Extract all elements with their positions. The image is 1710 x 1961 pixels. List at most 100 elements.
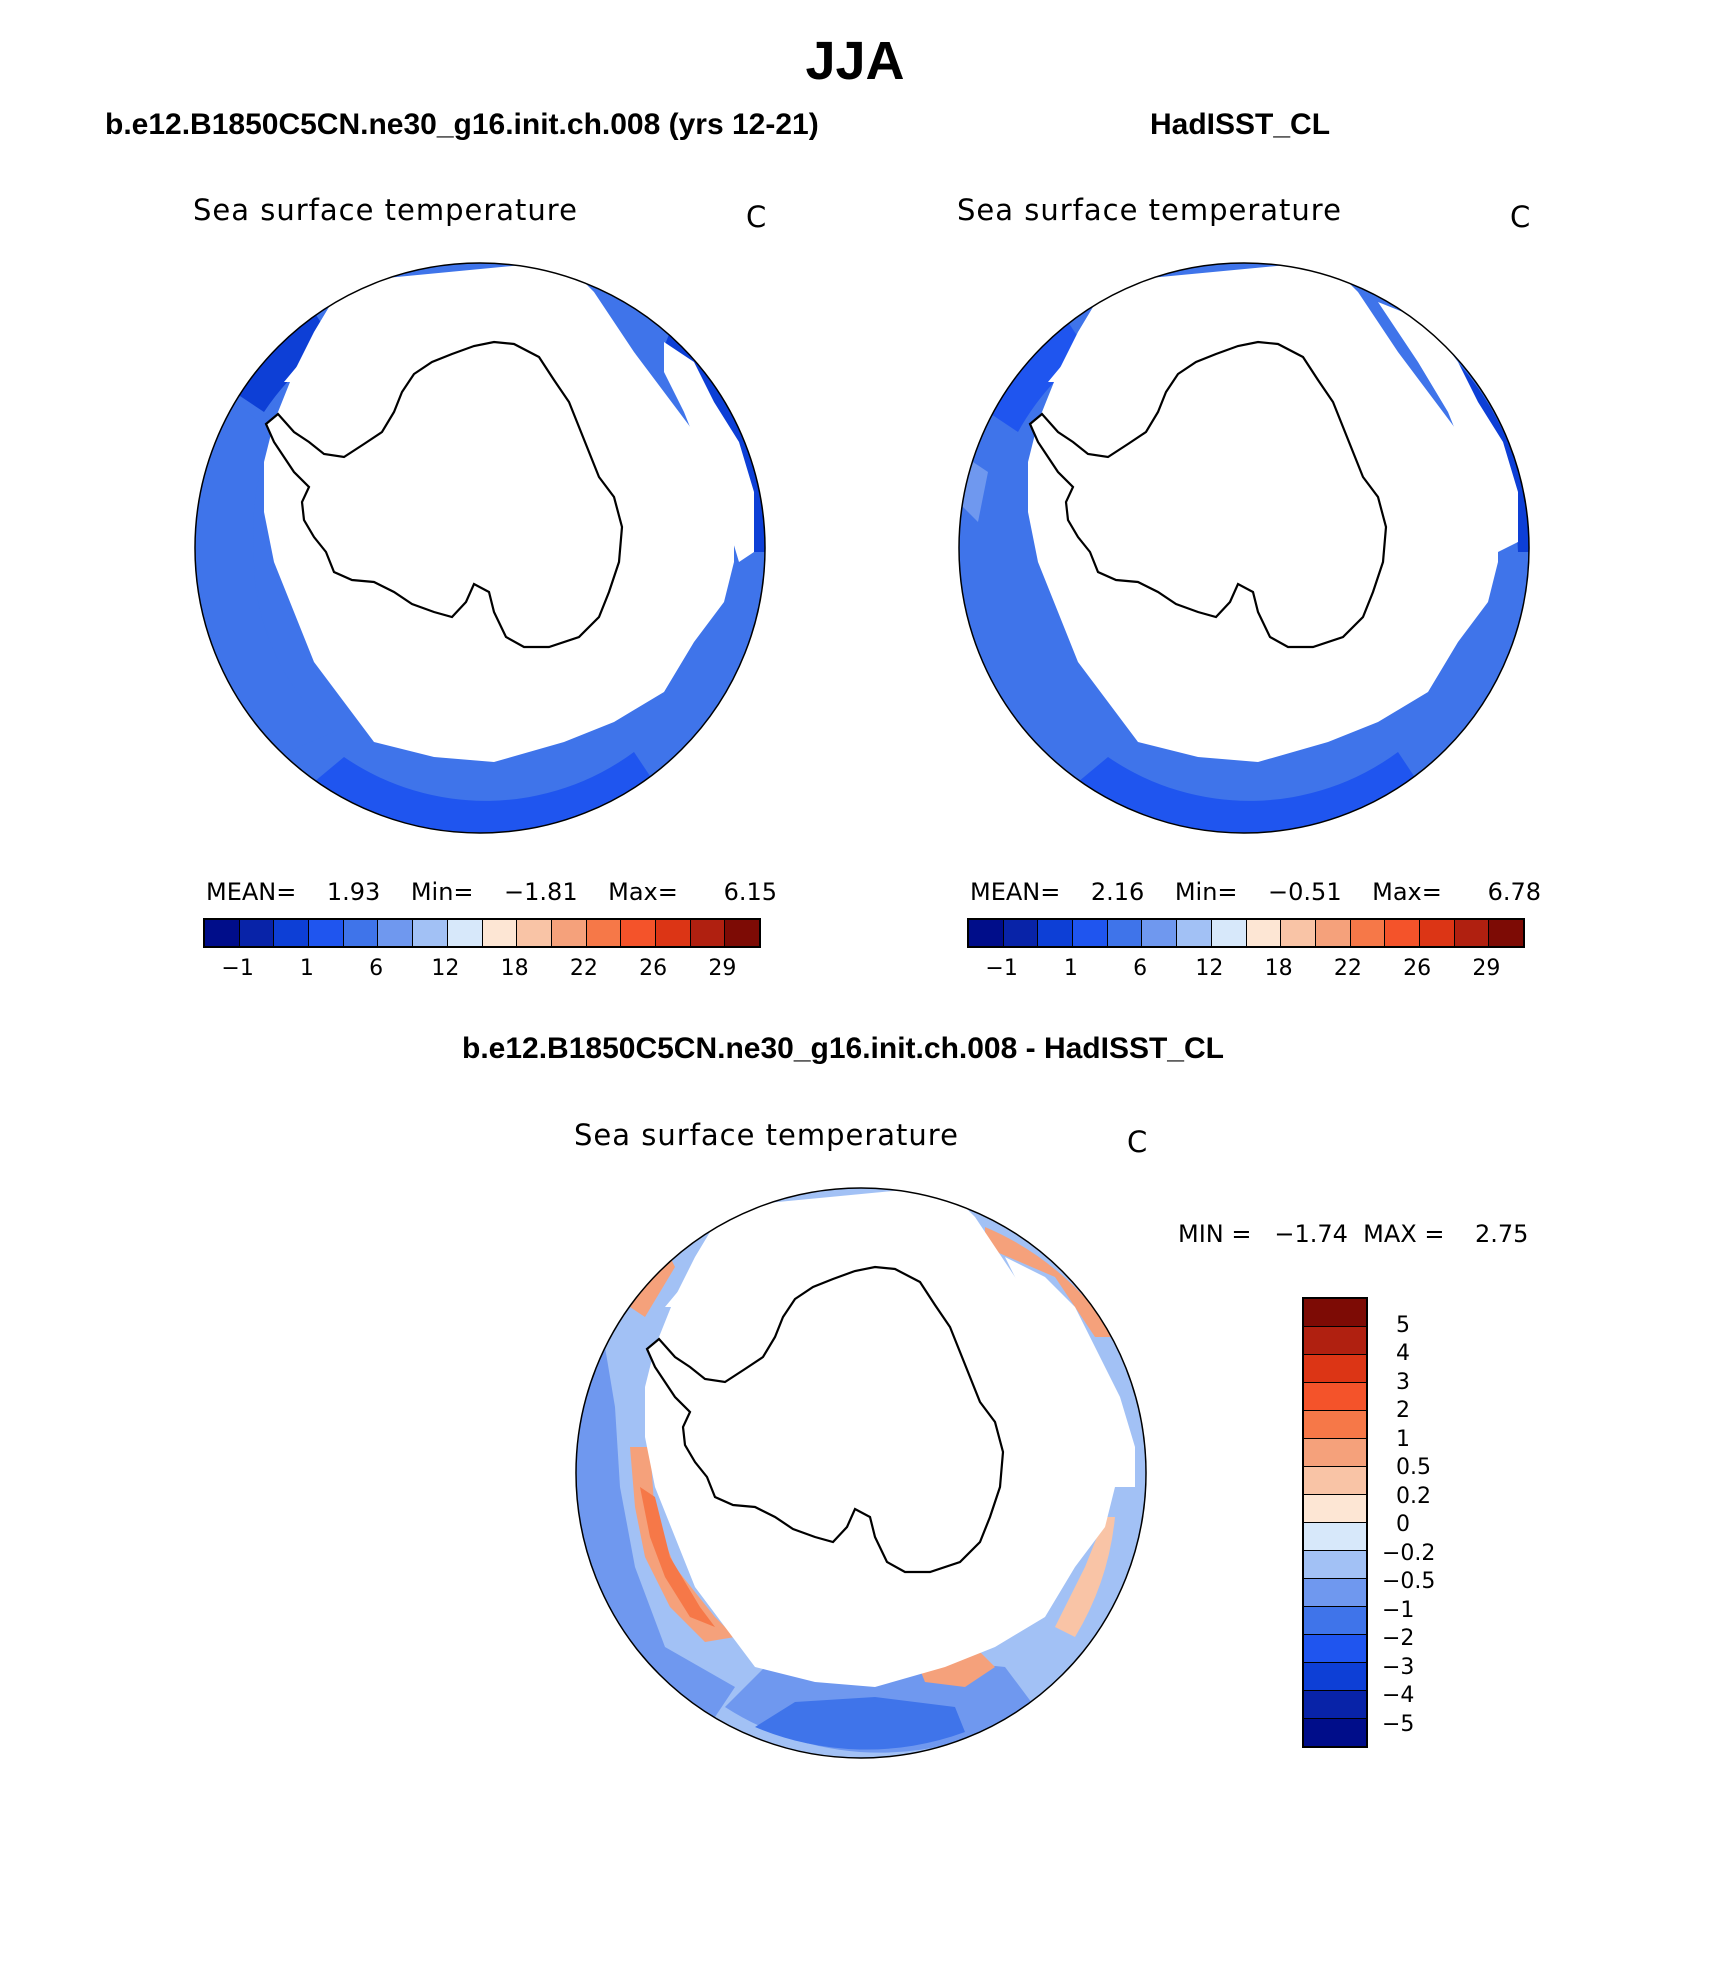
diff-polar-map [575,1187,1147,1759]
diff-title: b.e12.B1850C5CN.ne30_g16.init.ch.008 - H… [462,1032,1224,1065]
diff-map-border [575,1187,1147,1759]
colorbar-swatch [1304,1719,1366,1746]
diff-minmax: MIN = −1.74 MAX = 2.75 [1178,1220,1529,1248]
colorbar-swatch [586,920,622,946]
colorbar-tick-label: −1 [221,956,254,981]
colorbar-tick-label: −0.2 [1382,1540,1436,1566]
colorbar-tick-label: 22 [1333,956,1362,981]
colorbar-swatch [1304,1635,1366,1663]
panel2-units: C [1510,200,1531,234]
colorbar-swatch [309,920,344,946]
colorbar-tick-label: 26 [639,956,668,981]
colorbar-tick-label: 22 [569,956,598,981]
diff-colorbar [1302,1297,1368,1748]
panel1-stats: MEAN= 1.93 Min= −1.81 Max= 6.15 [206,878,777,906]
panel1-polar-map [194,262,766,834]
colorbar-swatch [239,920,275,946]
colorbar-swatch [1304,1355,1366,1383]
colorbar-swatch [343,920,379,946]
colorbar-swatch [655,920,691,946]
colorbar-tick-label: 0.5 [1396,1455,1431,1480]
colorbar-swatch [969,920,1004,946]
colorbar-tick-label: 1 [1396,1426,1410,1452]
panel1-ocean-band-deep [314,752,654,833]
colorbar-swatch [1142,920,1178,946]
diff-variable-label: Sea surface temperature [574,1118,959,1152]
panel2-colorbar [967,918,1525,948]
colorbar-swatch [1304,1691,1366,1719]
colorbar-tick-label: 2 [1396,1398,1410,1423]
colorbar-swatch [1304,1551,1366,1579]
panel2-max-label: Max= [1372,878,1442,906]
colorbar-swatch [447,920,483,946]
panel2-case-title: HadISST_CL [1150,108,1331,141]
panel1-colorbar [203,918,761,948]
panel2-stats: MEAN= 2.16 Min= −0.51 Max= 6.78 [970,878,1541,906]
colorbar-tick-label: −5 [1382,1711,1415,1737]
diff-antarctica-outline [645,1265,1005,1574]
panel1-antarctica-outline [264,340,624,649]
colorbar-tick-label: 12 [431,956,460,981]
colorbar-swatch [1177,920,1212,946]
colorbar-tick-label: 26 [1403,956,1432,981]
colorbar-swatch [1304,1523,1366,1551]
colorbar-swatch [378,920,414,946]
colorbar-tick-label: −3 [1382,1654,1415,1680]
colorbar-tick-label: 18 [500,956,529,981]
panel1-mean-value: 1.93 [326,878,381,906]
colorbar-swatch [1304,1579,1366,1607]
colorbar-swatch [1304,1439,1366,1467]
colorbar-swatch [1315,920,1351,946]
panel1-map-border [194,262,766,834]
colorbar-swatch [1304,1607,1366,1635]
diff-cool-anomaly [755,1697,965,1750]
colorbar-swatch [1419,920,1455,946]
colorbar-swatch [1489,920,1523,946]
colorbar-tick-label: 0 [1396,1512,1410,1537]
colorbar-swatch [1304,1495,1366,1523]
panel2-antarctica-outline [1028,340,1388,649]
colorbar-tick-label: 4 [1396,1341,1410,1366]
colorbar-swatch [725,920,759,946]
colorbar-tick-label: −2 [1382,1626,1415,1651]
colorbar-swatch [1038,920,1074,946]
panel1-max-label: Max= [608,878,678,906]
panel1-case-title: b.e12.B1850C5CN.ne30_g16.init.ch.008 (yr… [105,108,819,141]
panel2-variable-label: Sea surface temperature [957,193,1342,227]
figure-title: JJA [805,31,905,91]
colorbar-swatch [1304,1299,1366,1327]
colorbar-tick-label: 12 [1195,956,1224,981]
colorbar-swatch [551,920,587,946]
colorbar-swatch [1304,1411,1366,1439]
colorbar-swatch [1385,920,1420,946]
colorbar-tick-label: 29 [708,956,737,981]
colorbar-swatch [413,920,448,946]
colorbar-swatch [1003,920,1039,946]
colorbar-swatch [690,920,726,946]
colorbar-tick-label: 29 [1472,956,1501,981]
colorbar-tick-label: 0.2 [1396,1483,1431,1509]
colorbar-swatch [1073,920,1108,946]
colorbar-swatch [205,920,240,946]
panel2-min-value: −0.51 [1268,878,1342,906]
colorbar-tick-label: 3 [1396,1369,1410,1395]
panel2-mean-label: MEAN= [970,878,1061,906]
colorbar-swatch [1107,920,1143,946]
colorbar-tick-label: −1 [1382,1597,1415,1623]
diff-units: C [1127,1125,1148,1159]
panel2-polar-map [958,262,1530,834]
panel1-units: C [746,200,767,234]
colorbar-swatch [1454,920,1490,946]
panel2-max-value: 6.78 [1487,878,1542,906]
panel2-min-label: Min= [1174,878,1238,906]
colorbar-swatch [482,920,518,946]
colorbar-swatch [274,920,310,946]
panel2-ocean-band-deep [1078,752,1418,833]
colorbar-tick-label: −0.5 [1382,1569,1436,1594]
colorbar-tick-label: 6 [1133,956,1148,981]
colorbar-swatch [1211,920,1247,946]
panel2-mean-value: 2.16 [1090,878,1145,906]
colorbar-tick-label: 1 [299,956,314,981]
colorbar-tick-label: 6 [369,956,384,981]
colorbar-tick-label: 18 [1264,956,1293,981]
